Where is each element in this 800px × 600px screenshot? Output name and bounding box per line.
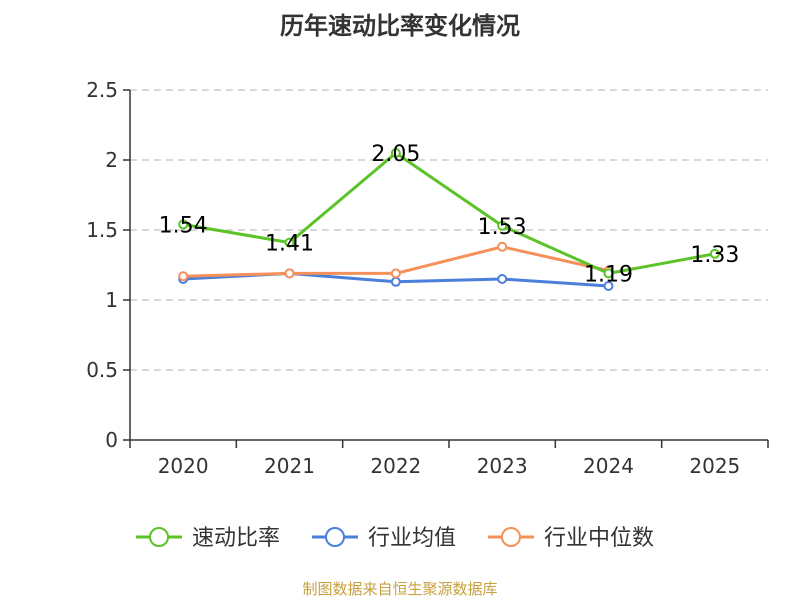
x-tick-label: 2023 [477, 454, 528, 478]
grid-lines [130, 89, 768, 371]
series-point [497, 274, 508, 284]
legend-item[interactable]: 行业中位数 [488, 526, 654, 551]
legend-label: 行业中位数 [544, 526, 654, 551]
data-labels: 1.54 1.41 2.05 1.53 1.19 1.33 [159, 142, 740, 287]
y-tick-label: 0.5 [86, 358, 118, 382]
legend-item[interactable]: 行业均值 [312, 526, 456, 551]
series-point [390, 276, 401, 287]
x-tick-label: 2024 [583, 454, 634, 478]
series-point [603, 281, 614, 291]
series-point [284, 268, 295, 279]
x-tick-label: 2025 [689, 454, 740, 478]
data-label: 1.19 [584, 262, 633, 287]
series-point [390, 268, 401, 279]
series-point [709, 248, 720, 259]
legend-label: 速动比率 [192, 526, 280, 551]
series-point [178, 219, 189, 230]
data-label: 1.54 [159, 213, 208, 238]
y-tick-label: 1.5 [86, 218, 118, 242]
source-note: 制图数据来自恒生聚源数据库 [302, 580, 498, 598]
data-label: 1.33 [690, 243, 739, 268]
x-tick-label: 2021 [264, 454, 315, 478]
y-tick-label: 0 [105, 428, 118, 452]
series-point [497, 220, 508, 231]
data-label: 2.05 [371, 142, 420, 167]
x-tick-label: 2020 [158, 454, 209, 478]
series-point [497, 241, 508, 252]
legend-marker [501, 527, 521, 547]
axes: 0 0.5 1 1.5 2 2.5 2020 2021 2022 2023 2024 2025 [86, 78, 769, 478]
legend-marker [149, 527, 169, 547]
series-point [390, 148, 401, 158]
x-tick-label: 2022 [370, 454, 421, 478]
legend-label: 行业均值 [368, 526, 456, 551]
data-label: 1.53 [478, 215, 527, 240]
y-tick-label: 2.5 [86, 78, 118, 102]
legend-marker [325, 527, 345, 547]
series-line [182, 151, 716, 275]
legend[interactable]: 速动比率 行业均值 行业中位数 [136, 526, 654, 551]
legend-item[interactable]: 速动比率 [136, 526, 280, 551]
series-point [603, 268, 614, 279]
y-tick-label: 1 [105, 288, 118, 312]
series-point [178, 271, 189, 282]
chart-title: 历年速动比率变化情况 [280, 12, 520, 40]
y-tick-label: 2 [105, 148, 118, 172]
series-point [284, 237, 295, 248]
data-label: 1.41 [265, 232, 314, 257]
series-lines [178, 148, 720, 291]
